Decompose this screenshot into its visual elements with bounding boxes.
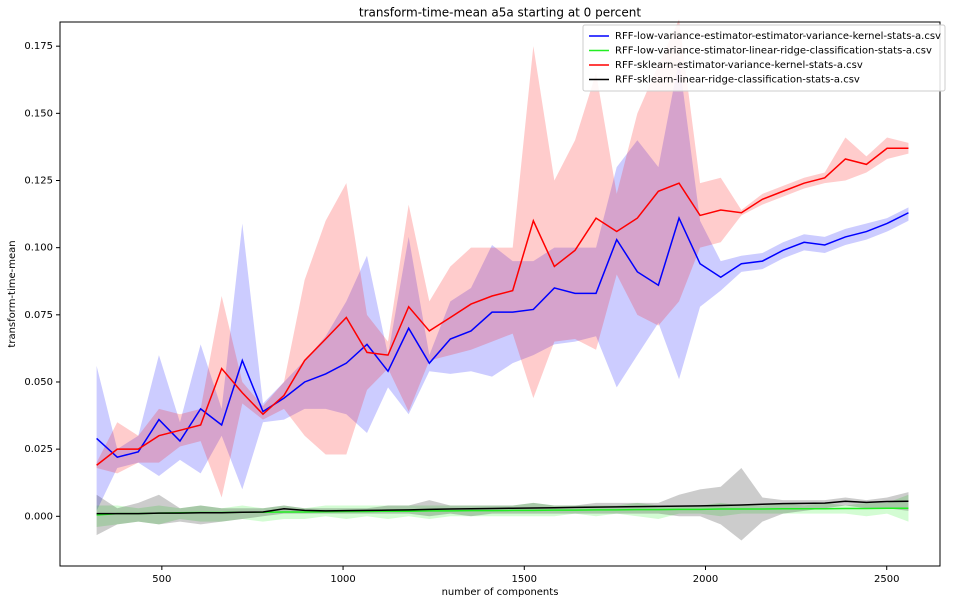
- plot-frame: [59, 21, 941, 567]
- y-tick-label: 0.025: [24, 444, 53, 455]
- line: [96, 500, 909, 515]
- legend-label: RFF-low-variance-estimator-estimator-var…: [615, 31, 941, 42]
- band: [96, 59, 909, 511]
- y-tick-label: 0.000: [24, 511, 53, 522]
- legend-label: RFF-sklearn-estimator-variance-kernel-st…: [615, 60, 863, 71]
- y-tick-label: 0.125: [24, 175, 53, 186]
- legend-label: RFF-low-variance-stimator-linear-ridge-c…: [615, 46, 932, 57]
- y-axis-label: transform-time-mean: [7, 240, 18, 347]
- legend-label: RFF-sklearn-linear-ridge-classification-…: [615, 75, 860, 86]
- x-tick-label: 2000: [693, 574, 718, 585]
- y-tick-label: 0.100: [24, 243, 53, 254]
- line: [96, 147, 909, 466]
- x-axis-label: number of components: [442, 587, 559, 598]
- y-tick-label: 0.150: [24, 108, 53, 119]
- x-tick-label: 500: [152, 574, 171, 585]
- chart-title: transform-time-mean a5a starting at 0 pe…: [359, 6, 642, 20]
- y-tick-label: 0.050: [24, 377, 53, 388]
- band: [96, 19, 909, 498]
- legend-box: [582, 24, 946, 92]
- line: [96, 212, 909, 459]
- y-tick-label: 0.175: [24, 41, 53, 52]
- x-tick-label: 1500: [512, 574, 537, 585]
- x-tick-label: 1000: [330, 574, 355, 585]
- y-tick-label: 0.075: [24, 310, 53, 321]
- x-tick-label: 2500: [874, 574, 899, 585]
